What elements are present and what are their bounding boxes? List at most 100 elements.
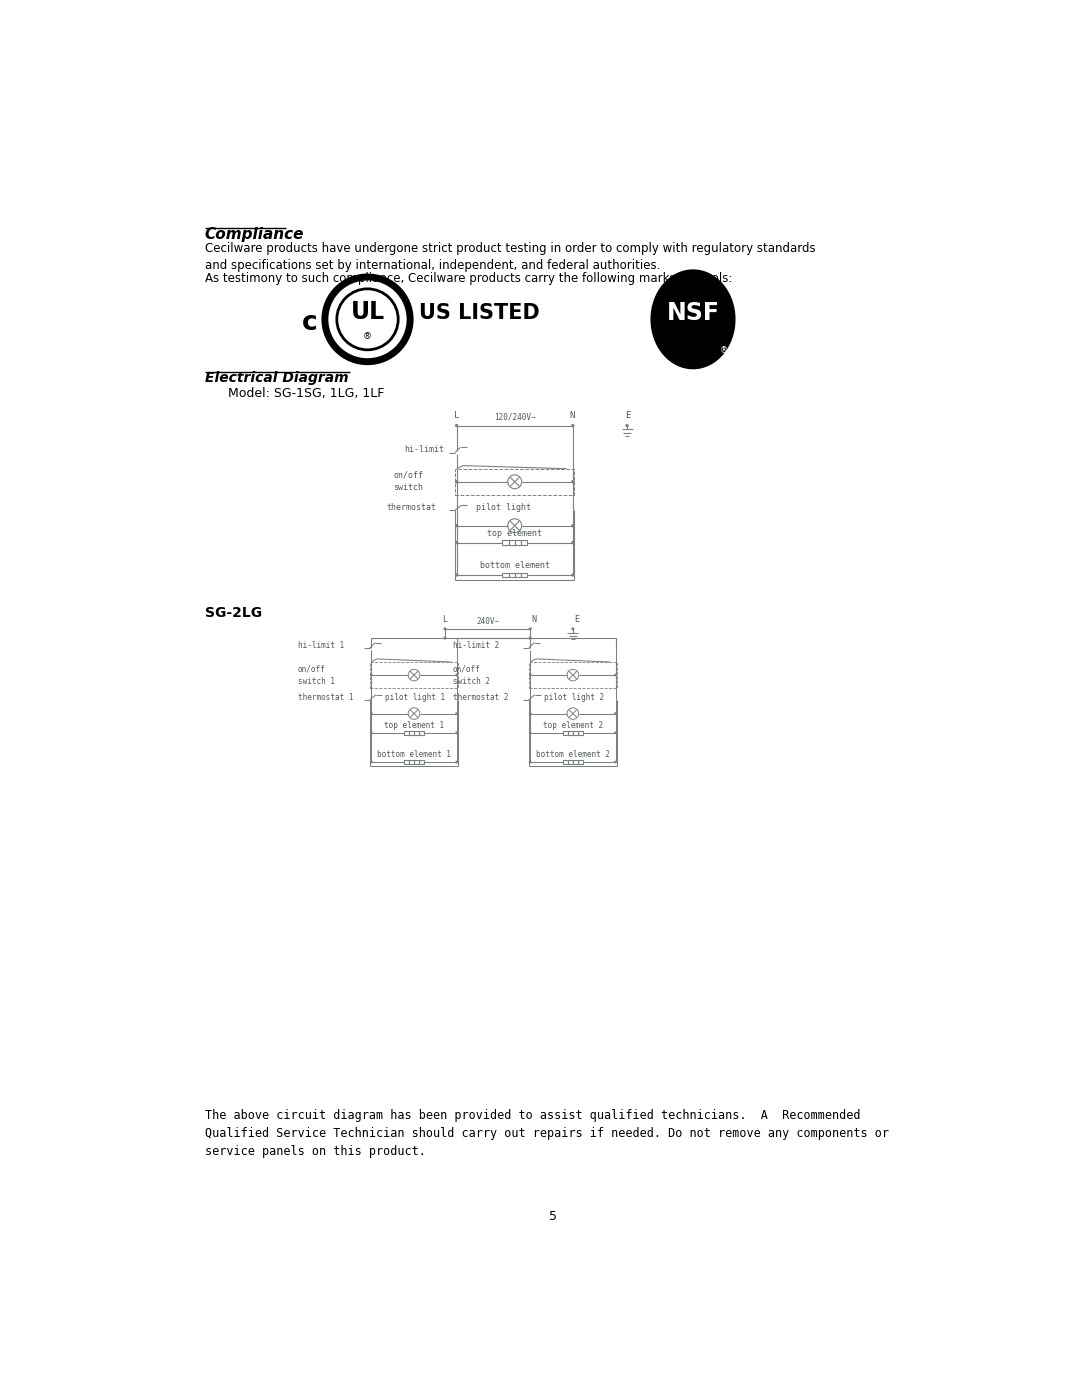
Text: top element 1: top element 1	[383, 721, 444, 729]
Text: pilot light: pilot light	[476, 503, 531, 511]
Bar	[404, 731, 409, 735]
Circle shape	[370, 712, 373, 715]
Circle shape	[571, 541, 575, 545]
Text: N: N	[531, 615, 536, 624]
Circle shape	[370, 673, 373, 676]
Text: bottom element 1: bottom element 1	[377, 750, 451, 759]
Bar	[409, 760, 414, 764]
Text: switch 1: switch 1	[298, 676, 335, 686]
Bar	[414, 760, 419, 764]
Circle shape	[529, 627, 531, 630]
Text: pilot light 2: pilot light 2	[544, 693, 605, 701]
Text: on/off: on/off	[298, 665, 325, 673]
Text: SG-2LG: SG-2LG	[205, 606, 261, 620]
Circle shape	[625, 423, 629, 427]
Bar	[521, 541, 527, 545]
Text: 240V∼: 240V∼	[476, 617, 499, 626]
Bar	[455, 469, 575, 495]
Circle shape	[444, 627, 446, 630]
Bar	[568, 731, 572, 735]
Bar	[568, 760, 572, 764]
Text: As testimony to such compliance, Cecilware products carry the following marks/sy: As testimony to such compliance, Cecilwa…	[205, 271, 732, 285]
Bar	[404, 760, 409, 764]
Bar	[419, 731, 424, 735]
Circle shape	[455, 423, 458, 427]
Bar	[502, 541, 509, 545]
Text: Cecilware products have undergone strict product testing in order to comply with: Cecilware products have undergone strict…	[205, 242, 815, 272]
Text: hi-limit 2: hi-limit 2	[453, 641, 499, 651]
Bar	[572, 760, 578, 764]
Text: thermostat 2: thermostat 2	[453, 693, 509, 701]
Text: switch 2: switch 2	[453, 676, 489, 686]
Text: thermostat 1: thermostat 1	[298, 693, 353, 701]
Bar	[515, 573, 521, 577]
Circle shape	[571, 423, 575, 427]
Text: Electrical Diagram: Electrical Diagram	[205, 372, 349, 386]
Bar	[409, 731, 414, 735]
Text: E: E	[575, 615, 580, 624]
Circle shape	[455, 524, 458, 528]
Text: switch: switch	[393, 483, 423, 492]
Circle shape	[529, 637, 531, 640]
Text: top element: top element	[487, 529, 542, 538]
Text: ®: ®	[720, 345, 728, 355]
Circle shape	[456, 761, 458, 764]
Circle shape	[615, 673, 617, 676]
Bar	[502, 573, 509, 577]
Circle shape	[455, 541, 458, 545]
Bar	[572, 731, 578, 735]
Bar	[509, 541, 515, 545]
Text: US LISTED: US LISTED	[419, 303, 540, 323]
Circle shape	[455, 573, 458, 577]
Bar	[369, 662, 458, 689]
Bar	[529, 662, 617, 689]
Text: 120/240V∼: 120/240V∼	[494, 412, 536, 422]
Circle shape	[529, 732, 531, 735]
Text: Compliance: Compliance	[205, 226, 305, 242]
Bar	[578, 731, 583, 735]
Circle shape	[455, 481, 458, 483]
Circle shape	[456, 712, 458, 715]
Circle shape	[615, 732, 617, 735]
Circle shape	[456, 673, 458, 676]
Bar	[419, 760, 424, 764]
Bar	[509, 573, 515, 577]
Circle shape	[615, 761, 617, 764]
Circle shape	[529, 673, 531, 676]
Text: c: c	[301, 310, 318, 337]
Circle shape	[571, 481, 575, 483]
Text: NSF: NSF	[666, 302, 719, 326]
Bar	[414, 731, 419, 735]
Bar	[578, 760, 583, 764]
Circle shape	[370, 732, 373, 735]
Bar	[563, 760, 568, 764]
Text: L: L	[454, 411, 459, 420]
Circle shape	[571, 524, 575, 528]
Text: bottom element: bottom element	[480, 562, 550, 570]
Text: on/off: on/off	[453, 665, 481, 673]
Circle shape	[444, 637, 446, 640]
Text: ®: ®	[363, 331, 372, 341]
Text: The above circuit diagram has been provided to assist qualified technicians.  A : The above circuit diagram has been provi…	[205, 1109, 889, 1158]
Circle shape	[456, 732, 458, 735]
Circle shape	[571, 573, 575, 577]
Circle shape	[571, 627, 575, 630]
Bar	[521, 573, 527, 577]
Circle shape	[529, 761, 531, 764]
Text: UL: UL	[350, 299, 384, 324]
Text: hi-limit: hi-limit	[404, 446, 444, 454]
Text: top element 2: top element 2	[543, 721, 603, 729]
Bar	[563, 731, 568, 735]
Circle shape	[370, 761, 373, 764]
Text: bottom element 2: bottom element 2	[536, 750, 610, 759]
Text: hi-limit 1: hi-limit 1	[298, 641, 345, 651]
Text: pilot light 1: pilot light 1	[386, 693, 445, 701]
Circle shape	[615, 712, 617, 715]
Text: E: E	[625, 411, 631, 420]
Ellipse shape	[651, 270, 734, 369]
Text: 5: 5	[550, 1210, 557, 1222]
Bar	[515, 541, 521, 545]
Text: on/off: on/off	[393, 471, 423, 479]
Text: Model: SG-1SG, 1LG, 1LF: Model: SG-1SG, 1LG, 1LF	[228, 387, 384, 400]
Text: L: L	[442, 615, 447, 624]
